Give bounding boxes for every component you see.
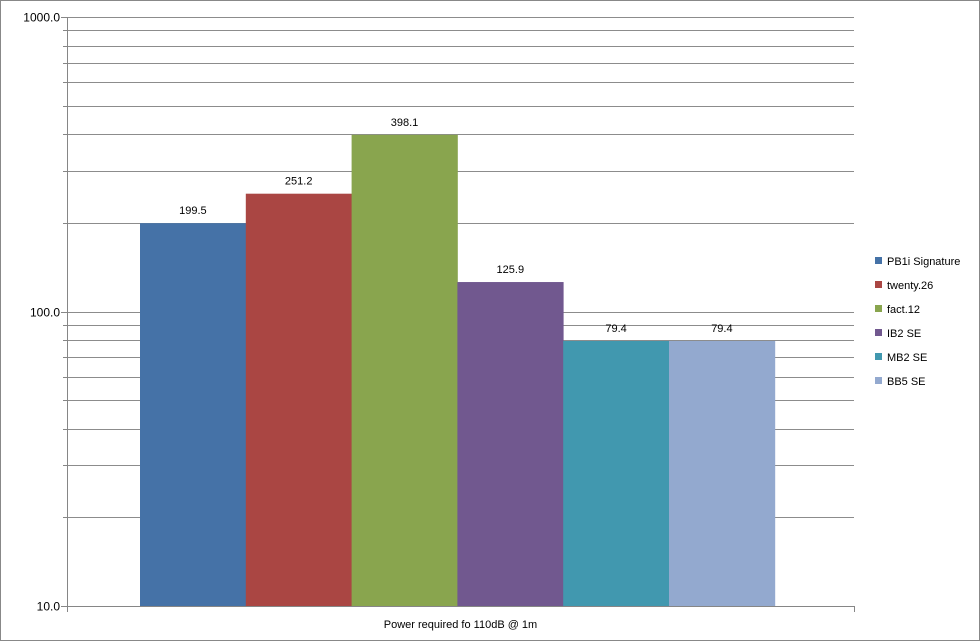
bar xyxy=(563,341,670,606)
legend-swatch xyxy=(875,353,882,360)
legend-label: BB5 SE xyxy=(887,376,926,388)
legend-label: twenty.26 xyxy=(887,280,933,292)
bar xyxy=(351,134,458,606)
legend-swatch xyxy=(875,305,882,312)
legend-swatch xyxy=(875,281,882,288)
legend: PB1i Signature twenty.26 fact.12 IB2 SE MB2 … xyxy=(875,256,960,388)
bars xyxy=(140,134,776,606)
x-axis-title: Power required fo 110dB @ 1m xyxy=(384,619,537,631)
legend-label: fact.12 xyxy=(887,304,920,316)
legend-swatch xyxy=(875,257,882,264)
bar xyxy=(140,223,247,606)
legend-swatch xyxy=(875,329,882,336)
data-label: 79.4 xyxy=(711,323,732,335)
data-label: 125.9 xyxy=(497,264,525,276)
legend-label: IB2 SE xyxy=(887,328,921,340)
legend-label: PB1i Signature xyxy=(887,256,960,268)
data-label: 199.5 xyxy=(179,205,207,217)
bar xyxy=(669,341,776,606)
data-labels: 199.5 251.2 398.1 125.9 79.4 79.4 xyxy=(179,117,732,335)
y-tick-label: 100.0 xyxy=(30,306,60,320)
legend-label: MB2 SE xyxy=(887,352,927,364)
y-tick-label: 1000.0 xyxy=(23,11,60,25)
axes: 10.0 100.0 1000.0 xyxy=(23,11,855,614)
data-label: 398.1 xyxy=(391,117,419,129)
data-label: 79.4 xyxy=(605,323,626,335)
bar xyxy=(457,282,564,606)
data-label: 251.2 xyxy=(285,176,313,188)
legend-swatch xyxy=(875,377,882,384)
y-tick-label: 10.0 xyxy=(37,600,61,614)
bar xyxy=(245,193,352,606)
